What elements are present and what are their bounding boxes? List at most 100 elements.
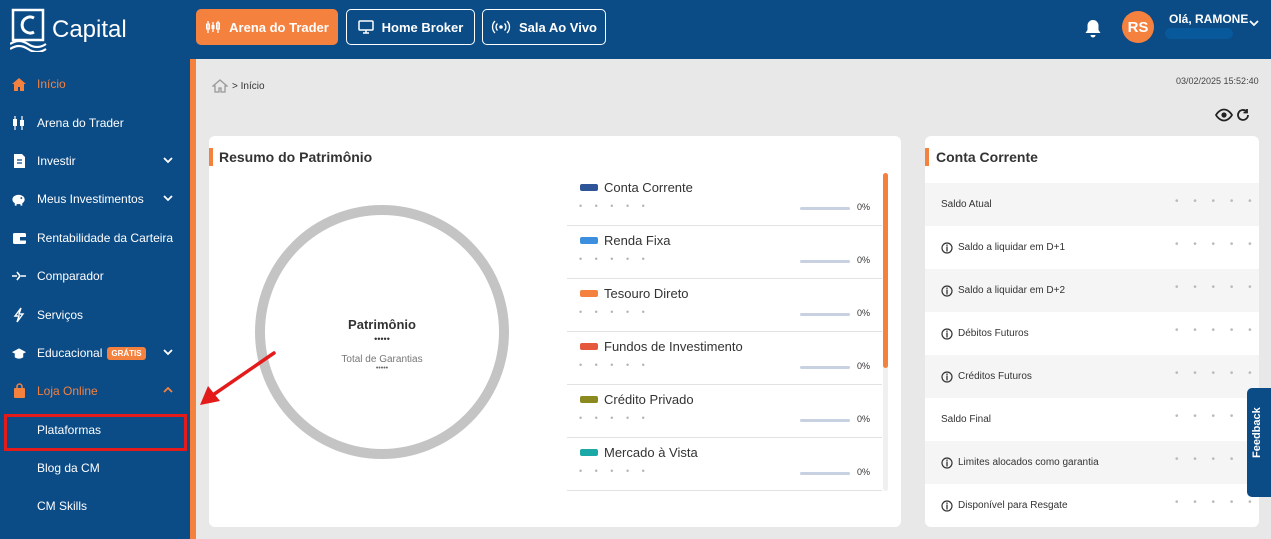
info-icon[interactable] bbox=[941, 241, 953, 254]
sidebar-item-arena-do-trader[interactable]: Arena do Trader bbox=[0, 108, 190, 138]
chevron-down-icon bbox=[163, 157, 173, 164]
row-label: Saldo a liquidar em D+2 bbox=[958, 285, 1066, 296]
sidebar-subitem-cm-skills[interactable]: CM Skills bbox=[37, 499, 87, 513]
row-label: Saldo Final bbox=[941, 414, 992, 425]
arena-do-trader-button[interactable]: Arena do Trader bbox=[196, 9, 338, 45]
donut-sub-label: Total de Garantias bbox=[341, 354, 423, 365]
sidebar-item-inicio[interactable]: Início bbox=[0, 69, 190, 99]
sidebar-item-educacional[interactable]: Educacional GRÁTIS bbox=[0, 338, 190, 368]
asset-color-swatch bbox=[580, 449, 598, 456]
asset-name: Fundos de Investimento bbox=[604, 339, 743, 354]
row-hidden-value: • • • • • bbox=[1175, 497, 1258, 508]
home-icon bbox=[11, 76, 27, 92]
conta-corrente-row: Disponível para Resgate • • • • • bbox=[925, 484, 1259, 527]
donut-center-value: ••••• bbox=[374, 334, 390, 344]
asset-name: Tesouro Direto bbox=[604, 286, 689, 301]
chevron-down-icon[interactable] bbox=[1248, 18, 1260, 28]
sidebar-item-servicos[interactable]: Serviços bbox=[0, 300, 190, 330]
sidebar-item-rentabilidade[interactable]: Rentabilidade da Carteira bbox=[0, 223, 190, 253]
asset-name: Conta Corrente bbox=[604, 180, 693, 195]
asset-progress-bar bbox=[800, 313, 850, 316]
asset-progress-bar bbox=[800, 366, 850, 369]
asset-row[interactable]: Conta Corrente • • • • • 0% bbox=[567, 173, 882, 226]
conta-corrente-row: Limites alocados como garantia • • • • • bbox=[925, 441, 1259, 484]
asset-percent: 0% bbox=[857, 308, 871, 318]
sidebar-item-label: Rentabilidade da Carteira bbox=[37, 231, 174, 245]
info-icon[interactable] bbox=[941, 456, 953, 469]
sala-ao-vivo-button[interactable]: Sala Ao Vivo bbox=[482, 9, 606, 45]
asset-color-swatch bbox=[580, 290, 598, 297]
scrollbar-thumb[interactable] bbox=[883, 173, 888, 368]
donut-center-label: Patrimônio bbox=[348, 317, 416, 332]
sidebar-item-label: Comparador bbox=[37, 269, 104, 283]
highlight-box bbox=[4, 414, 187, 451]
asset-row[interactable]: Mercado à Vista • • • • • 0% bbox=[567, 438, 882, 491]
asset-hidden-value: • • • • • bbox=[579, 201, 650, 211]
feedback-tab[interactable]: Feedback bbox=[1247, 388, 1271, 497]
home-icon[interactable] bbox=[212, 79, 228, 93]
conta-corrente-title: Conta Corrente bbox=[936, 149, 1038, 165]
asset-row[interactable]: Fundos de Investimento • • • • • 0% bbox=[567, 332, 882, 385]
row-label: Saldo a liquidar em D+1 bbox=[958, 242, 1066, 253]
candlestick-icon bbox=[206, 21, 221, 33]
eye-icon[interactable] bbox=[1215, 108, 1233, 122]
capital-logo-icon bbox=[10, 8, 47, 52]
row-hidden-value: • • • • • bbox=[1175, 368, 1258, 379]
asset-percent: 0% bbox=[857, 202, 871, 212]
asset-hidden-value: • • • • • bbox=[579, 466, 650, 476]
avatar[interactable]: RS bbox=[1122, 11, 1154, 43]
wallet-icon bbox=[11, 230, 27, 246]
graduation-cap-icon bbox=[11, 345, 27, 361]
conta-corrente-row: Saldo a liquidar em D+1 • • • • • bbox=[925, 226, 1259, 269]
top-bar: Capital Arena do Trader Home Broker Sala… bbox=[0, 0, 1271, 59]
sidebar-subitem-blog-da-cm[interactable]: Blog da CM bbox=[37, 461, 100, 475]
info-icon[interactable] bbox=[941, 284, 953, 297]
monitor-icon bbox=[357, 20, 374, 34]
sidebar-item-label: Meus Investimentos bbox=[37, 192, 144, 206]
refresh-icon[interactable] bbox=[1236, 108, 1250, 122]
card-accent bbox=[925, 148, 929, 166]
info-icon[interactable] bbox=[941, 327, 953, 340]
donut-sub-value: ••••• bbox=[375, 365, 389, 372]
sala-ao-vivo-label: Sala Ao Vivo bbox=[518, 19, 598, 35]
asset-progress-bar bbox=[800, 207, 850, 210]
brand-name: Capital bbox=[52, 16, 127, 43]
bell-icon[interactable] bbox=[1084, 18, 1102, 38]
info-icon[interactable] bbox=[941, 370, 953, 383]
home-broker-label: Home Broker bbox=[381, 19, 464, 35]
asset-row[interactable]: Renda Fixa • • • • • 0% bbox=[567, 226, 882, 279]
gratis-badge: GRÁTIS bbox=[107, 346, 146, 360]
asset-progress-bar bbox=[800, 260, 850, 263]
broadcast-icon bbox=[491, 20, 511, 34]
logo[interactable]: Capital bbox=[10, 8, 127, 52]
sidebar bbox=[0, 59, 190, 539]
sidebar-item-investir[interactable]: Investir bbox=[0, 146, 190, 176]
sidebar-item-label: Loja Online bbox=[37, 384, 98, 398]
asset-row[interactable]: Crédito Privado • • • • • 0% bbox=[567, 385, 882, 438]
sidebar-subitem-plataformas[interactable]: Plataformas bbox=[37, 423, 102, 437]
asset-percent: 0% bbox=[857, 467, 871, 477]
sidebar-item-meus-investimentos[interactable]: Meus Investimentos bbox=[0, 184, 190, 214]
breadcrumb: > Início bbox=[212, 79, 265, 93]
sidebar-item-label: Início bbox=[37, 77, 66, 91]
asset-color-swatch bbox=[580, 343, 598, 350]
info-icon[interactable] bbox=[941, 499, 953, 512]
row-hidden-value: • • • • • bbox=[1175, 411, 1258, 422]
asset-row[interactable]: Tesouro Direto • • • • • 0% bbox=[567, 279, 882, 332]
row-label: Disponível para Resgate bbox=[958, 500, 1068, 511]
asset-hidden-value: • • • • • bbox=[579, 254, 650, 264]
asset-color-swatch bbox=[580, 396, 598, 403]
sidebar-item-label: Investir bbox=[37, 154, 76, 168]
sidebar-item-comparador[interactable]: Comparador bbox=[0, 261, 190, 291]
sidebar-item-loja-online[interactable]: Loja Online bbox=[0, 376, 190, 406]
card-accent bbox=[209, 148, 213, 166]
sidebar-item-label: Educacional bbox=[37, 346, 103, 360]
asset-color-swatch bbox=[580, 184, 598, 191]
home-broker-button[interactable]: Home Broker bbox=[346, 9, 475, 45]
sidebar-item-label: Arena do Trader bbox=[37, 116, 124, 130]
feedback-label: Feedback bbox=[1251, 407, 1263, 458]
asset-percent: 0% bbox=[857, 361, 871, 371]
user-greeting: Olá, RAMONE bbox=[1169, 12, 1249, 26]
patrimonio-donut bbox=[255, 205, 509, 459]
asset-color-swatch bbox=[580, 237, 598, 244]
